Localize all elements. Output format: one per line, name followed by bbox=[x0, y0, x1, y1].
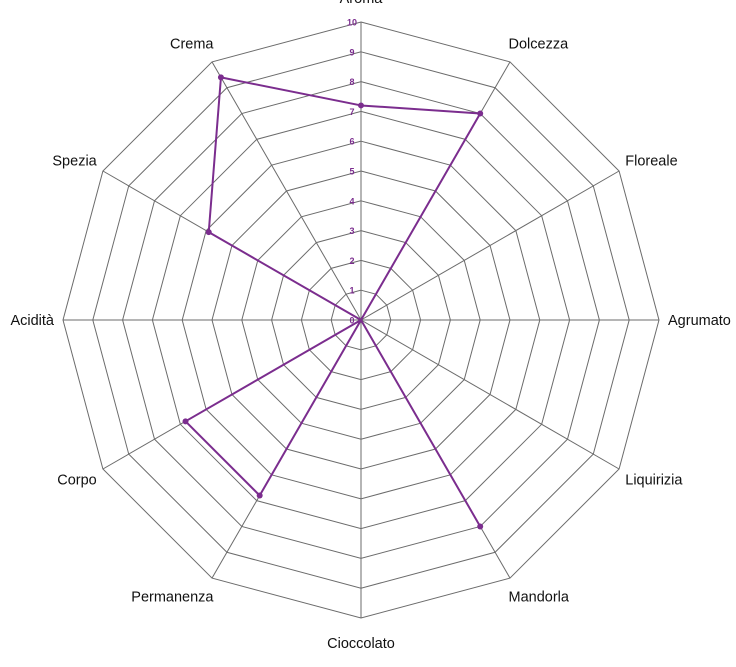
tick-label-5: 5 bbox=[349, 167, 354, 177]
axis-label-corpo: Corpo bbox=[57, 473, 97, 489]
tick-label-10: 10 bbox=[347, 18, 357, 28]
series-0-line bbox=[184, 76, 482, 528]
radar-series bbox=[182, 74, 484, 530]
data-point-mandorla bbox=[477, 523, 484, 530]
spoke-2 bbox=[360, 170, 620, 321]
tick-label-1: 1 bbox=[349, 286, 354, 296]
axis-label-aroma: Aroma bbox=[340, 0, 384, 7]
data-point-permanenza bbox=[256, 492, 263, 499]
axis-label-liquirizia: Liquirizia bbox=[625, 473, 683, 489]
tick-label-8: 8 bbox=[349, 77, 354, 87]
tick-label-7: 7 bbox=[349, 107, 354, 117]
data-point-spezia bbox=[205, 229, 212, 236]
axis-label-crema: Crema bbox=[170, 37, 214, 53]
spoke-11 bbox=[211, 61, 362, 321]
axis-labels: Aroma Dolcezza Floreale Agrumato Liquirizia M… bbox=[10, 0, 730, 652]
tick-label-6: 6 bbox=[349, 137, 354, 147]
data-point-corpo bbox=[182, 418, 189, 425]
axis-label-floreale: Floreale bbox=[625, 154, 677, 170]
axis-label-dolcezza: Dolcezza bbox=[509, 37, 570, 53]
radial-tick-labels: 0 1 2 3 4 5 6 7 8 9 10 bbox=[347, 18, 357, 326]
tick-label-0: 0 bbox=[349, 316, 354, 326]
spoke-4 bbox=[360, 319, 620, 470]
axis-label-mandorla: Mandorla bbox=[509, 589, 570, 605]
axis-label-agrumato: Agrumato bbox=[668, 313, 731, 329]
axis-label-spezia: Spezia bbox=[52, 154, 97, 170]
tick-label-3: 3 bbox=[349, 226, 354, 236]
axis-label-cioccolato: Cioccolato bbox=[327, 636, 395, 652]
axis-label-acidit: Acidità bbox=[10, 313, 54, 329]
tick-label-2: 2 bbox=[349, 256, 354, 266]
axis-label-permanenza: Permanenza bbox=[131, 589, 214, 605]
data-point-aroma bbox=[358, 102, 364, 109]
tick-label-9: 9 bbox=[349, 47, 354, 57]
tick-label-4: 4 bbox=[349, 196, 354, 206]
data-point-dolcezza bbox=[477, 110, 484, 117]
data-point-crema bbox=[217, 74, 224, 81]
